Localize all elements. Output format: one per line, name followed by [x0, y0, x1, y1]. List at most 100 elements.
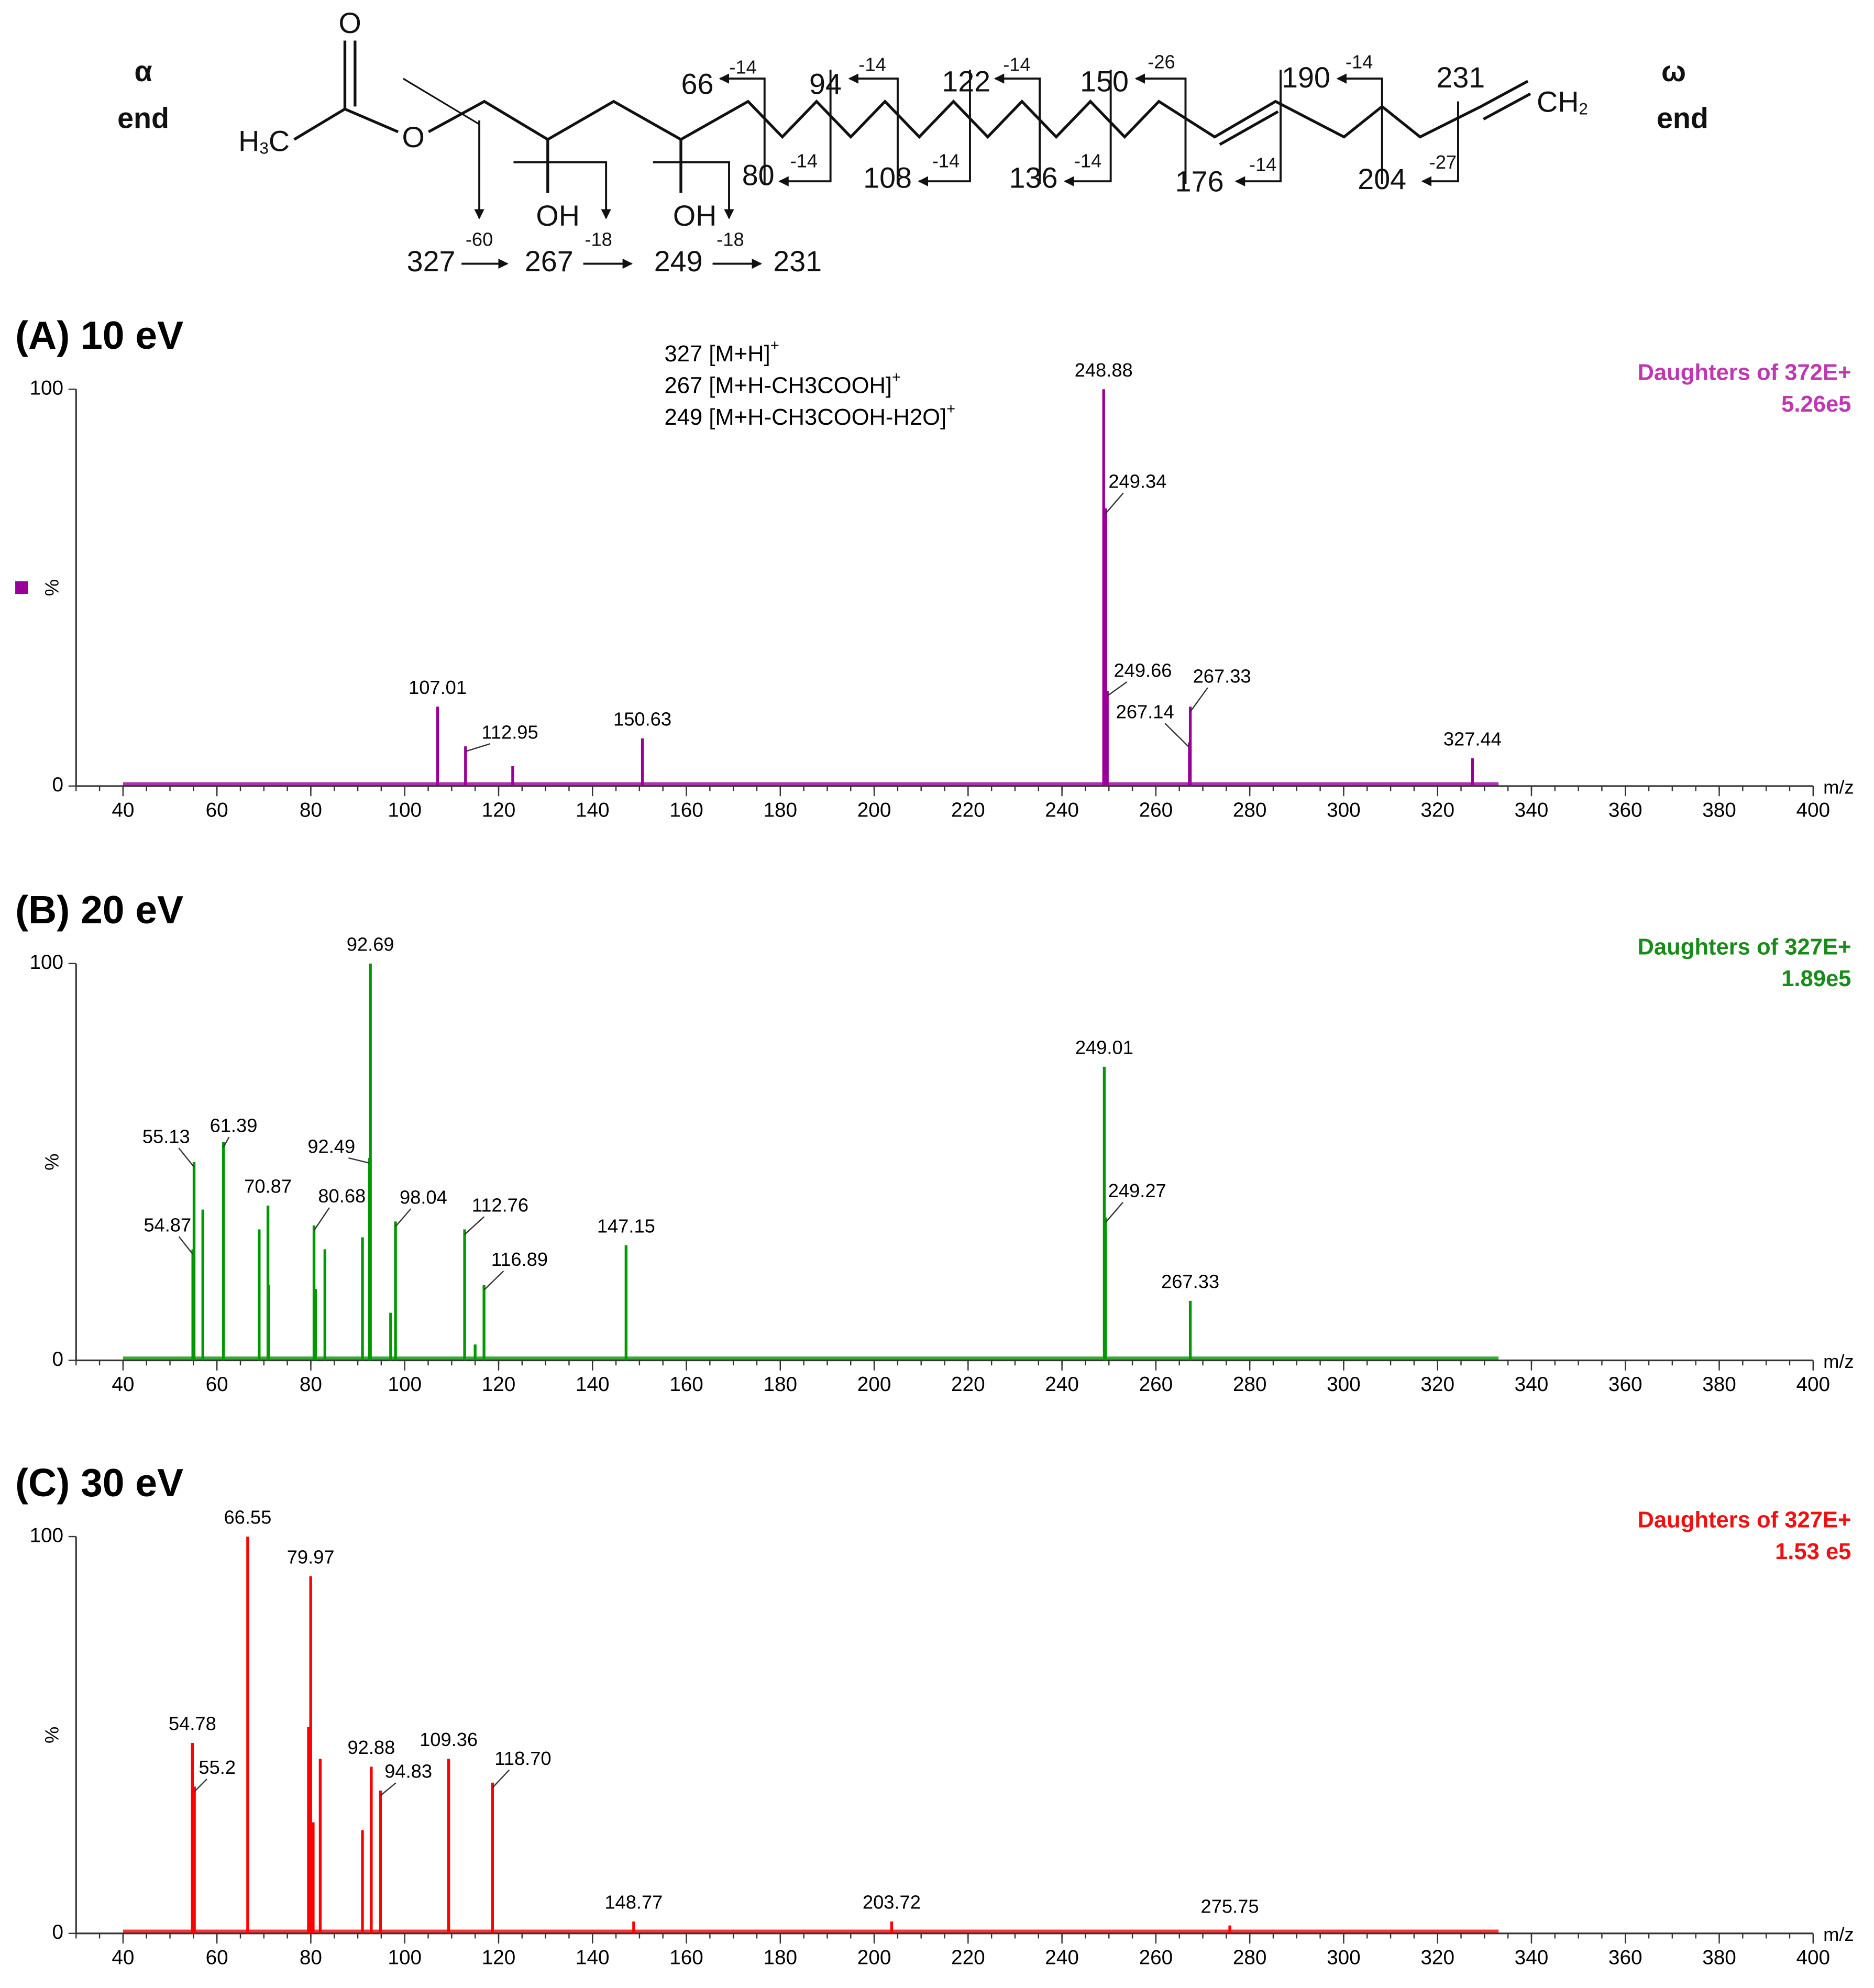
- legend-text: Daughters of 327E+: [1637, 1507, 1851, 1532]
- x-tick-label: 80: [300, 1946, 322, 1969]
- fragment-loss: -27: [1429, 151, 1457, 173]
- peak-label: 150.63: [613, 709, 671, 730]
- double-bond: [1483, 92, 1531, 120]
- annotation: 249 [M+H-CH3COOH-H2O]+: [665, 401, 956, 430]
- legend-text: Daughters of 327E+: [1637, 934, 1851, 959]
- peak-label: 118.70: [494, 1748, 551, 1769]
- structure: α end ω end H3C O O OH OH CH2 66 -14 94 …: [117, 7, 1708, 278]
- peak-label: 267.33: [1161, 1271, 1219, 1293]
- peak-label: 112.95: [481, 722, 538, 743]
- cut-line: [403, 78, 480, 125]
- leader-line: [194, 1779, 207, 1792]
- fragment-loss: -60: [466, 229, 493, 250]
- leader-line: [1189, 687, 1208, 712]
- fragment-mass: 249: [654, 245, 703, 278]
- peak-label: 248.88: [1075, 359, 1133, 381]
- x-tick-label: 220: [951, 799, 985, 822]
- leader-line: [1105, 492, 1124, 514]
- arrow: [653, 161, 734, 219]
- subscript: 2: [1579, 100, 1588, 118]
- x-tick-label: 180: [763, 1373, 797, 1396]
- atom: C: [269, 125, 290, 157]
- legend-text: Daughters of 372E+: [1637, 360, 1851, 385]
- y-axis-label: %: [41, 1154, 62, 1170]
- x-axis-label: m/z: [1823, 1351, 1854, 1372]
- x-tick-label: 120: [482, 799, 516, 822]
- x-tick-label: 300: [1327, 1373, 1361, 1396]
- fragment-mass: 66: [681, 68, 714, 100]
- atom: CH: [1537, 85, 1579, 118]
- leader-line: [380, 1782, 396, 1796]
- x-tick-label: 320: [1420, 799, 1454, 822]
- peak-label: 66.55: [224, 1507, 271, 1528]
- peak-label: 54.87: [144, 1214, 191, 1235]
- fragment-loss: -14: [790, 150, 818, 171]
- peak-label: 92.49: [307, 1135, 355, 1157]
- peak-label: 249.34: [1108, 471, 1166, 492]
- arrow: [778, 70, 832, 186]
- oxygen: O: [402, 121, 425, 153]
- arrow: [848, 73, 899, 184]
- y-tick-label: 0: [52, 1921, 64, 1943]
- alpha-symbol: α: [134, 55, 152, 87]
- superscript: +: [946, 401, 955, 417]
- x-tick-label: 180: [763, 799, 797, 822]
- peak-label: 148.77: [604, 1892, 663, 1913]
- methyl: H3C: [238, 125, 290, 158]
- arrow: [719, 73, 766, 184]
- fragment-loss: -18: [716, 229, 744, 250]
- atom: H: [238, 125, 259, 157]
- fragment-mass: 136: [1009, 161, 1058, 194]
- peak-label: 61.39: [210, 1114, 258, 1136]
- x-tick-label: 360: [1608, 1373, 1642, 1396]
- x-tick-label: 380: [1702, 1946, 1736, 1969]
- x-tick-label: 200: [857, 1946, 891, 1969]
- fragment-mass: 108: [863, 161, 912, 194]
- bond: [293, 107, 399, 141]
- peak-label: 327.44: [1443, 728, 1502, 750]
- peak-label: 249.01: [1075, 1037, 1133, 1058]
- arrow: [918, 70, 971, 186]
- x-tick-label: 60: [206, 1373, 228, 1396]
- y-axis-label: %: [41, 1727, 62, 1743]
- fragment-loss: -14: [1003, 53, 1030, 75]
- x-tick-label: 80: [300, 1373, 322, 1396]
- x-tick-label: 220: [951, 1373, 985, 1396]
- fragment-mass: 122: [942, 65, 990, 97]
- x-tick-label: 400: [1796, 799, 1830, 822]
- arrow: [513, 161, 611, 219]
- leader-line: [492, 1769, 510, 1788]
- x-tick-label: 360: [1608, 799, 1642, 822]
- x-tick-label: 320: [1420, 1946, 1454, 1969]
- fragment-mass: 231: [1436, 61, 1485, 94]
- leader-line: [483, 1271, 504, 1291]
- fragment-mass: 150: [1080, 65, 1129, 97]
- fragment-mass: 267: [525, 245, 574, 278]
- x-tick-label: 340: [1515, 799, 1549, 822]
- x-tick-label: 100: [388, 1946, 422, 1969]
- panel-title: (A) 10 eV: [15, 313, 183, 357]
- x-tick-label: 240: [1045, 1946, 1079, 1969]
- x-tick-label: 340: [1515, 1946, 1549, 1969]
- x-tick-label: 60: [206, 1946, 228, 1969]
- leader-line: [313, 1207, 330, 1231]
- x-tick-label: 40: [112, 1946, 134, 1969]
- peak-label: 249.66: [1114, 659, 1172, 681]
- x-tick-label: 160: [669, 1946, 703, 1969]
- marker-square: [15, 581, 28, 594]
- alpha-label: end: [117, 102, 169, 135]
- peak-label: 249.27: [1108, 1180, 1166, 1201]
- fragment-mass: 176: [1175, 165, 1224, 198]
- peak-label: 54.78: [169, 1713, 216, 1735]
- leader-line: [1107, 681, 1128, 697]
- leader-line: [178, 1147, 195, 1168]
- peak-label: 116.89: [491, 1249, 548, 1270]
- x-tick-label: 100: [388, 799, 422, 822]
- x-tick-label: 140: [576, 1946, 610, 1969]
- y-tick-label: 100: [29, 377, 63, 399]
- x-tick-label: 300: [1327, 799, 1361, 822]
- x-tick-label: 320: [1420, 1373, 1454, 1396]
- y-tick-label: 100: [29, 1524, 63, 1547]
- x-tick-label: 400: [1796, 1946, 1830, 1969]
